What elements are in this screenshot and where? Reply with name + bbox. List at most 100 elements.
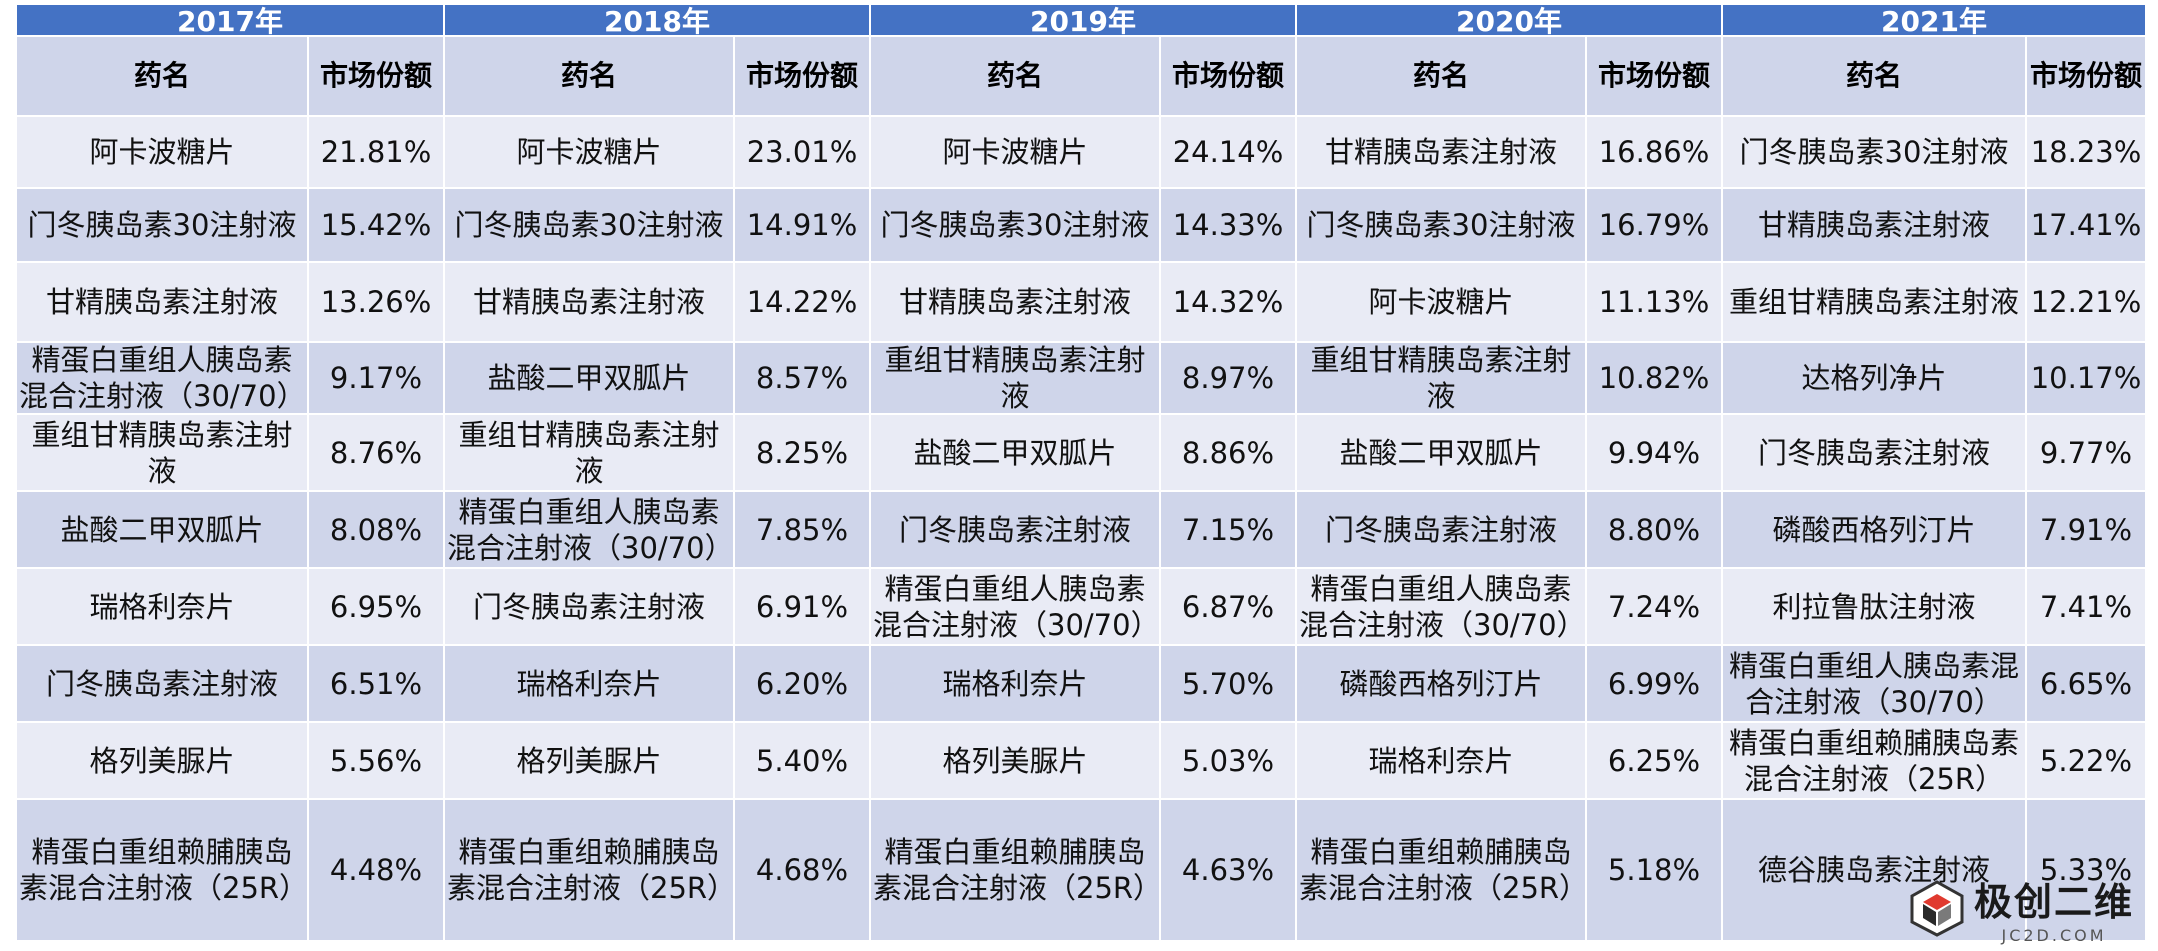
market-share-cell: 8.25%: [735, 415, 869, 490]
drug-name-cell: 德谷胰岛素注射液: [1723, 800, 2025, 940]
drug-name-cell: 门冬胰岛素30注射液: [871, 189, 1159, 261]
market-share-cell: 8.86%: [1161, 415, 1295, 490]
drug-name-cell: 精蛋白重组赖脯胰岛素混合注射液（25R）: [1723, 723, 2025, 798]
drug-name-cell: 精蛋白重组人胰岛素混合注射液（30/70）: [1723, 646, 2025, 721]
market-share-cell: 6.51%: [309, 646, 443, 721]
drug-name-cell: 阿卡波糖片: [1297, 263, 1585, 341]
market-share-cell: 10.17%: [2027, 343, 2145, 413]
year-header: 2020年: [1297, 5, 1721, 38]
drug-name-cell: 精蛋白重组赖脯胰岛素混合注射液（25R）: [445, 800, 736, 940]
watermark: 极创二维 JC2D.COM: [1908, 871, 2134, 945]
year-header: 2019年: [871, 5, 1295, 38]
market-share-cell: 6.99%: [1587, 646, 1721, 721]
column-header-name: 药名: [445, 37, 733, 115]
drug-name-cell: 瑞格利奈片: [871, 646, 1159, 721]
year-header: 2017年: [17, 5, 443, 38]
drug-name-cell: 盐酸二甲双胍片: [445, 343, 733, 413]
drug-name-cell: 重组甘精胰岛素注射液: [17, 415, 307, 490]
drug-name-cell: 门冬胰岛素注射液: [1723, 415, 2025, 490]
drug-name-cell: 盐酸二甲双胍片: [1297, 415, 1585, 490]
market-share-cell: 7.41%: [2027, 569, 2145, 644]
drug-name-cell: 精蛋白重组人胰岛素混合注射液（30/70）: [1297, 569, 1586, 644]
drug-name-cell: 阿卡波糖片: [871, 117, 1159, 187]
market-share-cell: 5.18%: [1587, 800, 1721, 940]
market-share-cell: 5.70%: [1161, 646, 1295, 721]
drug-name-cell: 甘精胰岛素注射液: [871, 263, 1159, 341]
market-share-cell: 6.91%: [735, 569, 869, 644]
market-share-table: 2017年 2018年 2019年 2020年 2021年 药名 市场份额 药名 市场份额 药名市…: [17, 5, 2146, 940]
drug-name-cell: 盐酸二甲双胍片: [871, 415, 1159, 490]
drug-name-cell: 甘精胰岛素注射液: [445, 263, 733, 341]
column-header-name: 药名: [1297, 37, 1585, 115]
market-share-cell: 14.22%: [735, 263, 869, 341]
drug-name-cell: 门冬胰岛素30注射液: [17, 189, 307, 261]
column-header-share: 市场份额: [735, 37, 869, 115]
market-share-cell: 5.22%: [2027, 723, 2145, 798]
column-header-share: 市场份额: [309, 37, 443, 115]
market-share-cell: 8.80%: [1587, 492, 1721, 567]
drug-name-cell: 阿卡波糖片: [17, 117, 307, 187]
drug-name-cell: 门冬胰岛素注射液: [1297, 492, 1585, 567]
market-share-cell: 18.23%: [2027, 117, 2145, 187]
column-header-name: 药名: [1723, 37, 2025, 115]
drug-name-cell: 甘精胰岛素注射液: [1297, 117, 1585, 187]
market-share-cell: 6.65%: [2027, 646, 2145, 721]
drug-name-cell: 精蛋白重组赖脯胰岛素混合注射液（25R）: [17, 800, 308, 940]
drug-name-cell: 重组甘精胰岛素注射液: [1297, 343, 1585, 413]
drug-name-cell: 格列美脲片: [17, 723, 307, 798]
market-share-cell: 24.14%: [1161, 117, 1295, 187]
drug-name-cell: 重组甘精胰岛素注射液: [871, 343, 1159, 413]
column-header-share: 市场份额: [2027, 37, 2145, 115]
drug-name-cell: 磷酸西格列汀片: [1297, 646, 1585, 721]
market-share-cell: 23.01%: [735, 117, 869, 187]
watermark-text: 极创二维: [1973, 880, 2134, 924]
market-share-cell: 5.40%: [735, 723, 869, 798]
column-header-name: 药名: [17, 37, 307, 115]
watermark-url: JC2D.COM: [2001, 926, 2107, 945]
drug-name-cell: 盐酸二甲双胍片: [17, 492, 307, 567]
drug-name-cell: 瑞格利奈片: [1297, 723, 1585, 798]
drug-name-cell: 瑞格利奈片: [17, 569, 307, 644]
drug-name-cell: 利拉鲁肽注射液: [1723, 569, 2025, 644]
column-header-share: 市场份额: [1161, 37, 1295, 115]
year-header: 2018年: [445, 5, 869, 38]
column-header-share: 市场份额: [1587, 37, 1721, 115]
drug-name-cell: 精蛋白重组人胰岛素混合注射液（30/70）: [871, 569, 1160, 644]
market-share-cell: 8.97%: [1161, 343, 1295, 413]
market-share-cell: 16.86%: [1587, 117, 1721, 187]
drug-name-cell: 达格列净片: [1723, 343, 2025, 413]
drug-name-cell: 门冬胰岛素30注射液: [1297, 189, 1585, 261]
market-share-cell: 5.33%: [2027, 800, 2145, 940]
market-share-cell: 15.42%: [309, 189, 443, 261]
drug-name-cell: 甘精胰岛素注射液: [17, 263, 307, 341]
market-share-cell: 9.77%: [2027, 415, 2145, 490]
drug-name-cell: 精蛋白重组赖脯胰岛素混合注射液（25R）: [1297, 800, 1588, 940]
drug-name-cell: 精蛋白重组赖脯胰岛素混合注射液（25R）: [871, 800, 1162, 940]
market-share-cell: 16.79%: [1587, 189, 1721, 261]
market-share-cell: 8.57%: [735, 343, 869, 413]
market-share-cell: 13.26%: [309, 263, 443, 341]
market-share-cell: 10.82%: [1587, 343, 1721, 413]
drug-name-cell: 重组甘精胰岛素注射液: [1723, 263, 2025, 341]
market-share-cell: 7.85%: [735, 492, 869, 567]
market-share-cell: 14.91%: [735, 189, 869, 261]
market-share-cell: 8.76%: [309, 415, 443, 490]
market-share-cell: 5.03%: [1161, 723, 1295, 798]
market-share-cell: 9.94%: [1587, 415, 1721, 490]
drug-name-cell: 精蛋白重组人胰岛素混合注射液（30/70）: [17, 343, 307, 413]
market-share-cell: 6.87%: [1161, 569, 1295, 644]
year-header: 2021年: [1723, 5, 2145, 38]
drug-name-cell: 瑞格利奈片: [445, 646, 733, 721]
market-share-cell: 4.63%: [1161, 800, 1295, 940]
market-share-cell: 7.15%: [1161, 492, 1295, 567]
market-share-cell: 21.81%: [309, 117, 443, 187]
column-header-name: 药名: [871, 37, 1159, 115]
drug-name-cell: 格列美脲片: [871, 723, 1159, 798]
drug-name-cell: 阿卡波糖片: [445, 117, 733, 187]
cube-logo-icon: [1910, 880, 1964, 937]
market-share-cell: 14.33%: [1161, 189, 1295, 261]
drug-name-cell: 精蛋白重组人胰岛素混合注射液（30/70）: [445, 492, 734, 567]
drug-name-cell: 磷酸西格列汀片: [1723, 492, 2025, 567]
market-share-cell: 9.17%: [309, 343, 443, 413]
market-share-cell: 12.21%: [2027, 263, 2145, 341]
